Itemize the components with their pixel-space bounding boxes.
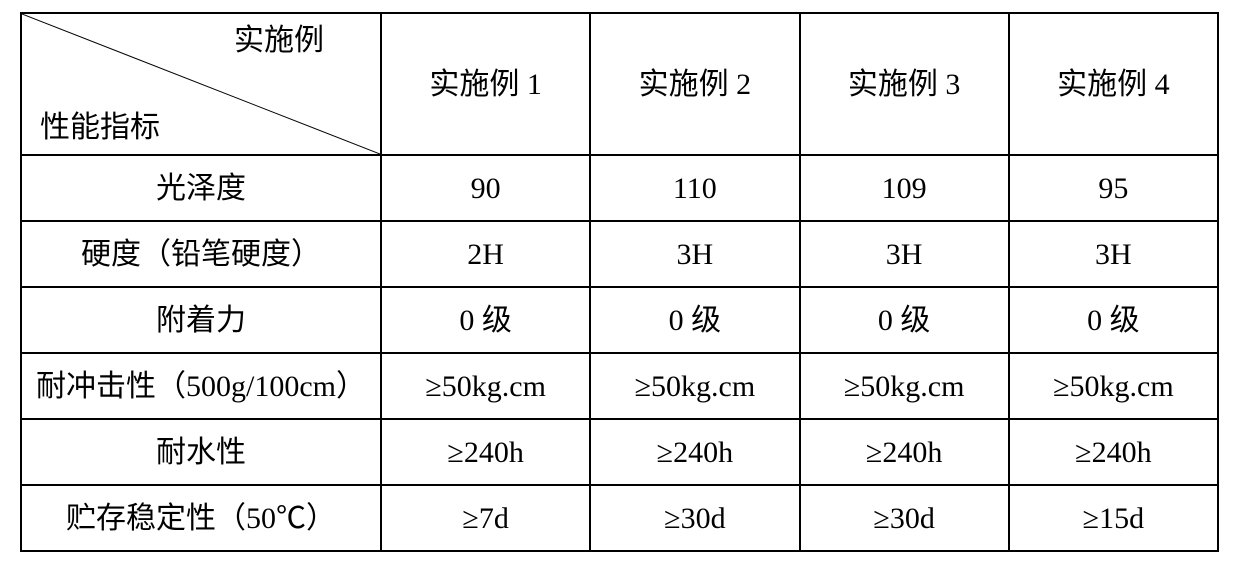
table-cell: 3H (800, 221, 1009, 287)
table-cell: ≥240h (1009, 419, 1218, 485)
table-cell: 0 级 (590, 287, 799, 353)
performance-table: 实施例 性能指标 实施例 1 实施例 2 实施例 3 实施例 4 光泽度 90 … (20, 12, 1219, 552)
table-cell: ≥50kg.cm (800, 353, 1009, 419)
table-cell: 3H (1009, 221, 1218, 287)
table-row: 耐冲击性（500g/100cm） ≥50kg.cm ≥50kg.cm ≥50kg… (21, 353, 1218, 419)
row-label: 硬度（铅笔硬度） (21, 221, 381, 287)
column-header: 实施例 1 (381, 13, 590, 155)
table-cell: ≥50kg.cm (1009, 353, 1218, 419)
table-cell: 0 级 (1009, 287, 1218, 353)
table-row: 贮存稳定性（50℃） ≥7d ≥30d ≥30d ≥15d (21, 485, 1218, 551)
column-header: 实施例 2 (590, 13, 799, 155)
table-cell: 2H (381, 221, 590, 287)
table-cell: 109 (800, 155, 1009, 221)
table-container: 实施例 性能指标 实施例 1 实施例 2 实施例 3 实施例 4 光泽度 90 … (0, 0, 1239, 564)
row-label: 光泽度 (21, 155, 381, 221)
table-row: 光泽度 90 110 109 95 (21, 155, 1218, 221)
table-row: 附着力 0 级 0 级 0 级 0 级 (21, 287, 1218, 353)
row-label: 耐冲击性（500g/100cm） (21, 353, 381, 419)
table-cell: ≥50kg.cm (381, 353, 590, 419)
table-header-row: 实施例 性能指标 实施例 1 实施例 2 实施例 3 实施例 4 (21, 13, 1218, 155)
table-cell: 3H (590, 221, 799, 287)
table-cell: ≥15d (1009, 485, 1218, 551)
table-cell: ≥240h (381, 419, 590, 485)
table-cell: ≥240h (800, 419, 1009, 485)
table-cell: ≥240h (590, 419, 799, 485)
row-label: 耐水性 (21, 419, 381, 485)
table-cell: 0 级 (800, 287, 1009, 353)
row-label: 附着力 (21, 287, 381, 353)
diagonal-header-bottom-label: 性能指标 (40, 111, 160, 144)
table-cell: 0 级 (381, 287, 590, 353)
column-header: 实施例 3 (800, 13, 1009, 155)
diagonal-header-cell: 实施例 性能指标 (21, 13, 381, 155)
table-cell: 95 (1009, 155, 1218, 221)
row-label: 贮存稳定性（50℃） (21, 485, 381, 551)
table-row: 硬度（铅笔硬度） 2H 3H 3H 3H (21, 221, 1218, 287)
table-cell: ≥30d (800, 485, 1009, 551)
table-cell: ≥30d (590, 485, 799, 551)
diagonal-header-top-label: 实施例 (234, 24, 324, 57)
table-cell: ≥7d (381, 485, 590, 551)
table-row: 耐水性 ≥240h ≥240h ≥240h ≥240h (21, 419, 1218, 485)
column-header: 实施例 4 (1009, 13, 1218, 155)
table-cell: 90 (381, 155, 590, 221)
table-cell: 110 (590, 155, 799, 221)
table-cell: ≥50kg.cm (590, 353, 799, 419)
